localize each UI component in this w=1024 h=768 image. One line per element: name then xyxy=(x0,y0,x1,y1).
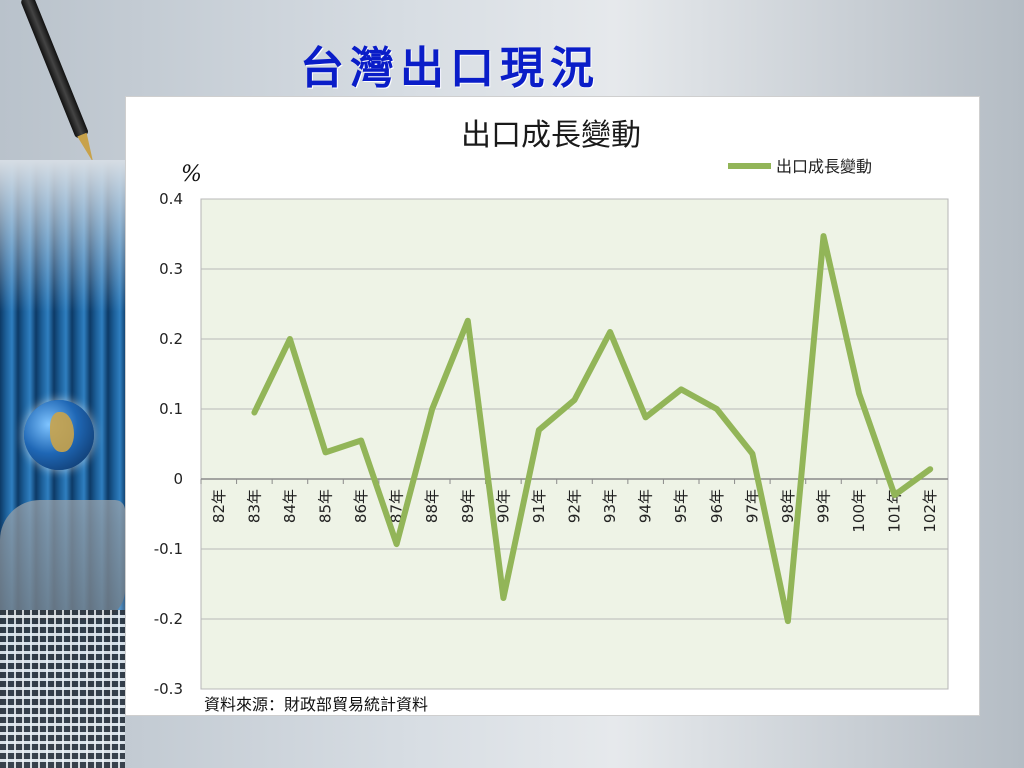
x-tick-label: 85年 xyxy=(317,489,335,523)
series-line xyxy=(251,233,934,625)
y-tick-label: -0.1 xyxy=(154,540,183,558)
y-tick-label: -0.3 xyxy=(154,680,183,698)
plot-area xyxy=(200,198,949,690)
gridlines xyxy=(201,198,948,690)
line-chart: 出口成長變動 % 出口成長變動 0.4 0.3 0.2 0.1 0 -0.1 -0.2 -0.… xyxy=(154,118,949,698)
y-tick-label: 0.4 xyxy=(159,190,183,208)
x-tick-label: 84年 xyxy=(281,489,299,523)
x-tick-label: 90年 xyxy=(494,489,512,523)
y-tick-label: 0.1 xyxy=(159,400,183,418)
y-tick-label: 0.2 xyxy=(159,330,183,348)
chart-title: 出口成長變動 xyxy=(461,118,641,153)
x-tick-label: 88年 xyxy=(423,489,441,523)
chart-panel: 出口成長變動 % 出口成長變動 0.4 0.3 0.2 0.1 0 -0.1 -0.2 -0.… xyxy=(125,96,980,716)
x-tick-label: 99年 xyxy=(815,489,833,523)
globe-icon xyxy=(24,400,94,470)
handshake-image xyxy=(0,500,125,620)
x-tick-label: 92年 xyxy=(566,489,584,523)
pen-decoration xyxy=(20,0,90,140)
y-tick-label: 0 xyxy=(173,470,183,488)
building-image xyxy=(0,610,125,768)
x-tick-label: 87年 xyxy=(388,489,406,523)
x-tick-label: 95年 xyxy=(672,489,690,523)
x-tick-label: 102年 xyxy=(921,489,939,533)
x-tick-label: 83年 xyxy=(245,489,263,523)
y-axis-unit-label: % xyxy=(181,162,202,187)
source-note: 資料來源：財政部貿易統計資料 xyxy=(204,695,429,714)
x-tick-label: 97年 xyxy=(743,489,761,523)
y-tick-label: 0.3 xyxy=(159,260,183,278)
slide-title: 台灣出口現況 xyxy=(300,43,600,94)
x-tick-label: 98年 xyxy=(779,489,797,523)
x-tick-label: 93年 xyxy=(601,489,619,523)
x-tick-label: 82年 xyxy=(210,489,228,523)
x-tick-label: 91年 xyxy=(530,489,548,523)
x-tick-label: 96年 xyxy=(708,489,726,523)
x-axis-ticks: 82年 83年 84年 85年 86年 87年 88年 89年 90年 91年 92年 93年 94年 9… xyxy=(200,479,939,533)
legend-label: 出口成長變動 xyxy=(776,157,872,176)
x-tick-label: 94年 xyxy=(637,489,655,523)
legend: 出口成長變動 xyxy=(728,157,872,176)
x-tick-label: 101年 xyxy=(886,489,904,533)
x-tick-label: 89年 xyxy=(459,489,477,523)
y-axis-ticks: 0.4 0.3 0.2 0.1 0 -0.1 -0.2 -0.3 xyxy=(154,190,183,698)
y-tick-label: -0.2 xyxy=(154,610,183,628)
x-tick-label: 86年 xyxy=(352,489,370,523)
x-tick-label: 100年 xyxy=(850,489,868,533)
